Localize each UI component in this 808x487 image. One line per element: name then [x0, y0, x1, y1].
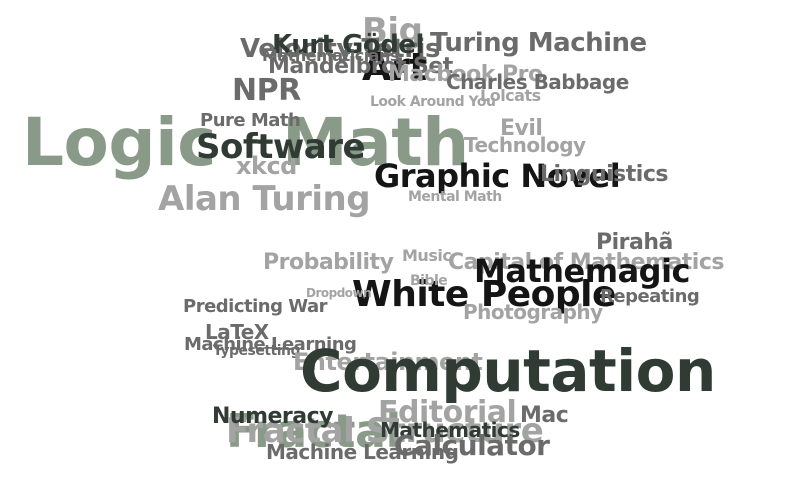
- word-editorial[interactable]: Editorial: [378, 395, 517, 430]
- word-look-around-you[interactable]: Look Around You: [370, 94, 496, 110]
- word-repeating[interactable]: Repeating: [600, 286, 700, 307]
- word-typesetting[interactable]: Typesetting: [213, 343, 301, 359]
- word-velocity-tetris[interactable]: Velocity Tetris: [240, 34, 440, 64]
- word-graphic-novel[interactable]: Graphic Novel: [374, 157, 621, 195]
- word-calculator[interactable]: Calculator: [394, 429, 550, 462]
- word-capital-of-mathematics[interactable]: Capital of Mathematics: [448, 250, 725, 275]
- word-mathematics[interactable]: Mathematics: [380, 418, 520, 442]
- word-machine-learning-1[interactable]: Machine Learning: [184, 334, 357, 355]
- word-mathemagic[interactable]: Mathemagic: [474, 252, 691, 290]
- word-pure-math[interactable]: Pure Math: [200, 110, 301, 131]
- word-photography[interactable]: Photography: [463, 300, 603, 324]
- word-machine-learning-2[interactable]: Machine Learning: [266, 440, 459, 464]
- word-dropdown[interactable]: Dropdown: [306, 286, 372, 300]
- word-evil[interactable]: Evil: [500, 116, 543, 141]
- word-mathematicians[interactable]: Mathematicians: [262, 46, 399, 65]
- word-big[interactable]: Big: [362, 11, 423, 51]
- word-npr[interactable]: NPR: [232, 73, 301, 108]
- word-mac[interactable]: Mac: [520, 403, 569, 428]
- word-charles-babbage[interactable]: Charles Babbage: [446, 70, 629, 94]
- word-art[interactable]: Art: [362, 45, 427, 89]
- word-music[interactable]: Music: [402, 246, 452, 265]
- word-probability[interactable]: Probability: [263, 250, 394, 275]
- word-fractal[interactable]: Fractal: [226, 404, 401, 458]
- word-alan-turing[interactable]: Alan Turing: [158, 179, 371, 219]
- word-xkcd[interactable]: xkcd: [236, 152, 297, 180]
- word-piraha[interactable]: Pirahã: [596, 230, 673, 255]
- word-macbook-pro[interactable]: Macbook Pro: [388, 62, 543, 87]
- word-lolcats[interactable]: Lolcats: [480, 86, 541, 105]
- word-technology[interactable]: Technology: [464, 133, 586, 157]
- word-turing-machine[interactable]: Turing Machine: [430, 28, 647, 58]
- word-numeracy[interactable]: Numeracy: [212, 404, 334, 429]
- word-logic[interactable]: Logic: [22, 104, 216, 181]
- word-fractal-structure[interactable]: Fractal Structure: [226, 411, 544, 451]
- word-white-people[interactable]: White People: [352, 274, 616, 315]
- word-mental-math[interactable]: Mental Math: [408, 189, 502, 205]
- word-software[interactable]: Software: [196, 127, 366, 167]
- word-bible[interactable]: Bible: [410, 273, 448, 289]
- word-predicting-war[interactable]: Predicting War: [183, 296, 327, 317]
- word-computation[interactable]: Computation: [300, 337, 716, 405]
- word-entertainment[interactable]: Entertainment: [293, 348, 483, 376]
- word-mandelbrot-set[interactable]: Mandelbrot Set: [268, 54, 453, 79]
- word-math[interactable]: Math: [282, 104, 469, 181]
- word-kurt-godel[interactable]: Kurt Gödel: [272, 30, 424, 60]
- word-linguistics[interactable]: Linguistics: [540, 162, 668, 187]
- word-latex[interactable]: LaTeX: [205, 320, 269, 344]
